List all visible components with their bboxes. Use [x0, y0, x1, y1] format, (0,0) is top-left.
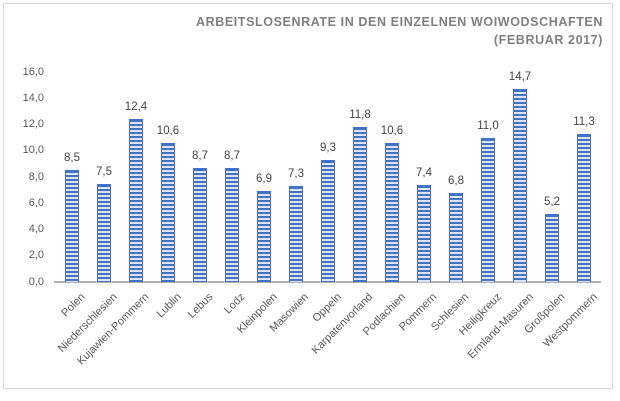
bar	[65, 170, 79, 282]
y-axis-tick-label: 16,0	[22, 65, 44, 78]
chart-title: ARBEITSLOSENRATE IN DEN EINZELNEN WOIWOD…	[64, 13, 603, 49]
y-axis-tick-label: 8,0	[28, 170, 44, 183]
bar-value-label: 11,0	[477, 120, 499, 132]
y-axis-tick-label: 12,0	[22, 118, 44, 130]
bar-value-label: 14,7	[508, 71, 532, 83]
bar	[225, 168, 239, 282]
bar	[257, 191, 271, 282]
x-axis-label: Lebus	[185, 291, 216, 321]
bar-value-label: 6,9	[256, 173, 272, 185]
bar-value-label: 12,4	[124, 101, 148, 113]
bar	[97, 184, 111, 282]
bar-value-label: 11,8	[349, 109, 371, 121]
x-axis-labels: Polen Niederschlesien Kujawien-Pommern Lubl…	[4, 291, 612, 388]
bar-value-label: 7,5	[96, 166, 112, 178]
bar	[129, 119, 143, 282]
y-axis-tick-label: 14,0	[22, 91, 44, 104]
bar	[289, 186, 303, 282]
bar-value-label: 7,3	[288, 168, 304, 180]
bar	[161, 143, 175, 282]
chart-frame: ARBEITSLOSENRATE IN DEN EINZELNEN WOIWOD…	[3, 3, 613, 389]
y-axis-tick-label: 4,0	[28, 223, 44, 235]
x-axis-label: Lodz	[222, 291, 248, 317]
bar-value-label: 7,4	[416, 167, 432, 179]
bar	[449, 193, 463, 282]
bar	[577, 134, 591, 282]
bar-value-label: 8,7	[192, 150, 208, 162]
bar-value-label: 6,8	[448, 175, 464, 187]
bar	[353, 127, 367, 282]
bar-value-label: 5,2	[544, 196, 560, 208]
bar-value-label: 8,7	[224, 150, 240, 162]
x-axis-label: Lublin	[154, 291, 184, 321]
chart-title-line-1: ARBEITSLOSENRATE IN DEN EINZELNEN WOIWOD…	[195, 15, 603, 29]
bar	[513, 89, 527, 282]
bar	[385, 143, 399, 282]
bar	[417, 185, 431, 282]
y-axis-tick-label: 2,0	[28, 249, 44, 262]
y-axis-tick-label: 0,0	[28, 275, 44, 288]
bar-value-label: 11,3	[573, 116, 595, 128]
x-axis-label: Polen	[59, 291, 88, 320]
bar-value-label: 9,3	[320, 142, 336, 154]
y-axis-tick-label: 6,0	[28, 196, 44, 209]
bar-value-label: 10,6	[380, 125, 404, 137]
chart-title-line-2: (FEBRUAR 2017)	[493, 33, 603, 47]
bar-value-label: 10,6	[156, 125, 180, 137]
bar	[481, 138, 495, 282]
bar	[193, 168, 207, 282]
bar	[545, 214, 559, 282]
bar-value-label: 8,5	[64, 152, 80, 164]
y-axis-tick-label: 10,0	[22, 144, 44, 157]
bar	[321, 160, 335, 282]
x-axis-line	[54, 281, 601, 283]
